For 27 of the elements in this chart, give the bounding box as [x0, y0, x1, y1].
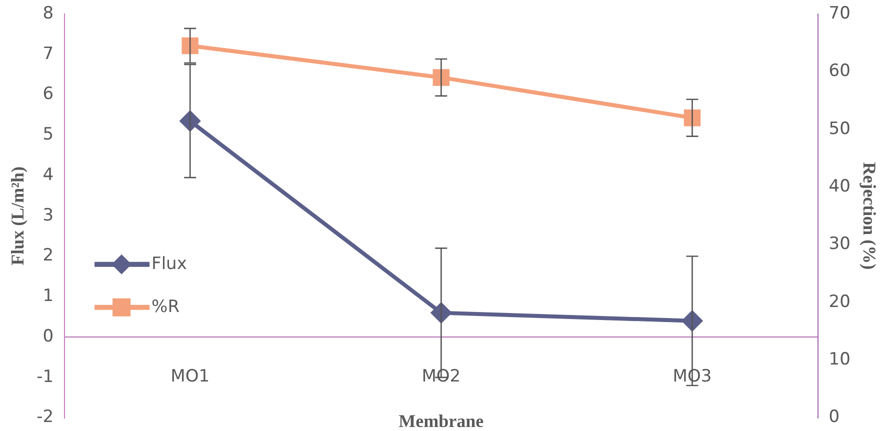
y-tick-label: 1	[42, 286, 54, 306]
y-tick-label: 0	[42, 326, 54, 346]
y-tick-label: 7	[42, 44, 54, 64]
y2-tick-label: 20	[828, 292, 850, 312]
y2-tick-label: 0	[828, 407, 840, 428]
y2-tick-label: 60	[828, 61, 850, 82]
y-tick-label: 4	[42, 164, 54, 185]
y2-axis-title: Rejection (%)	[860, 162, 880, 270]
y-tick-label: 2	[42, 246, 54, 266]
y-tick-label: 8	[42, 3, 54, 24]
x-tick-label: MO2	[422, 366, 461, 387]
y2-tick-label: 10	[828, 350, 850, 370]
y-tick-label: 5	[42, 124, 54, 145]
y2-tick-label: 70	[828, 3, 850, 24]
y-tick-label: -1	[36, 366, 54, 387]
x-axis-title: Membrane	[398, 410, 484, 431]
y-tick-label: 6	[42, 84, 54, 104]
point	[182, 37, 198, 54]
y-tick-label: -2	[36, 407, 54, 428]
y-tick-label: 3	[42, 205, 54, 226]
y2-tick-label: 30	[828, 234, 850, 254]
y-axis-title: Flux (L/m²h)	[7, 166, 28, 266]
legend-label: %R	[152, 296, 180, 317]
legend-label: Flux	[152, 254, 187, 274]
y2-tick-label: 50	[828, 118, 850, 139]
x-tick-label: MO1	[170, 366, 210, 387]
y2-tick-label: 40	[828, 176, 850, 196]
